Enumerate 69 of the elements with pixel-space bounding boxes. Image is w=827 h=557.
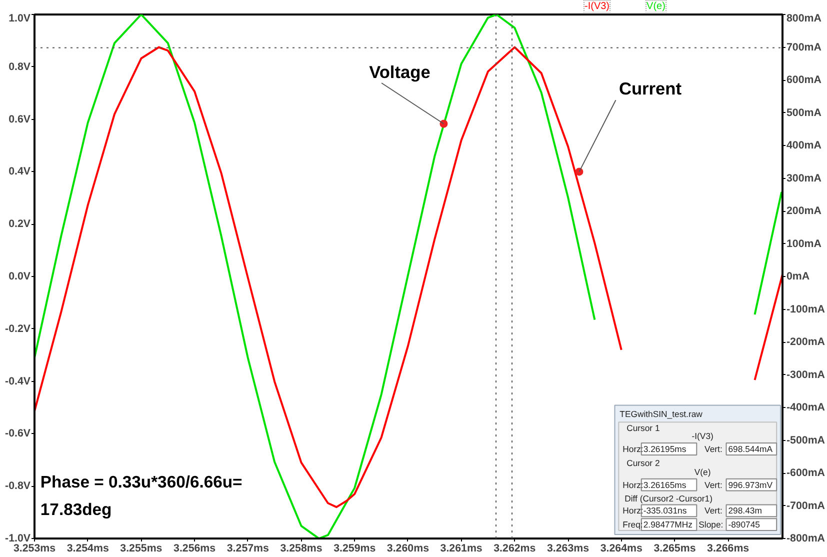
x-tick-label: 3.266ms (707, 542, 750, 554)
y-tick-label: -0.6V (5, 428, 32, 440)
annotation: 3.26195ms (643, 444, 687, 454)
x-tick-label: 3.258ms (280, 542, 322, 554)
annotation: Cursor 1 (626, 423, 660, 434)
x-tick-label: 3.259ms (334, 542, 376, 554)
annotation: Vert: (704, 506, 722, 516)
annotation: Slope: (698, 520, 724, 530)
annotation: -I(V3) (692, 431, 714, 442)
y-tick-label: 1.0V (8, 12, 32, 24)
annotation: 3.26165ms (643, 480, 687, 490)
text: TEGwithSIN_test.raw (620, 409, 704, 420)
annotation: 2.98477MHz (643, 520, 692, 530)
y2-tick-label: 300mA (786, 172, 822, 184)
y-tick-label: 0.4V (8, 166, 32, 178)
y-tick-label: 0.0V (8, 270, 32, 282)
x-tick-label: 3.262ms (494, 542, 536, 554)
y2-tick-label: -500mA (786, 434, 826, 446)
x-tick-label: 3.263ms (546, 542, 590, 554)
x-tick-label: 3.261ms (440, 542, 482, 554)
y2-tick-label: -700mA (786, 500, 826, 512)
x-tick-label: 3.254ms (66, 542, 109, 554)
annotation: 698.544mA (728, 444, 773, 454)
text: V(e) (646, 0, 666, 13)
y-tick-label: -0.4V (5, 375, 32, 388)
annotation: Voltage (369, 62, 431, 82)
annotation: Horz: (622, 444, 644, 454)
y2-tick-label: 100mA (786, 238, 822, 250)
annotation: V(e) (694, 466, 711, 477)
annotation: -335.031ns (643, 506, 688, 516)
y2-tick-label: 700mA (786, 41, 822, 54)
y2-tick-label: 600mA (786, 74, 822, 86)
annotation: Phase = 0.33u*360/6.66u= 17.83deg (40, 472, 243, 520)
x-tick-label: 3.265ms (654, 542, 696, 554)
x-tick-label: 3.256ms (174, 542, 216, 554)
y2-tick-label: -600mA (786, 467, 826, 479)
text: -I(V3) (584, 0, 610, 13)
y2-tick-label: -100mA (786, 303, 826, 316)
annotation: Vert: (704, 480, 722, 490)
x-tick-label: 3.257ms (226, 542, 270, 554)
y2-tick-label: 400mA (786, 140, 822, 152)
y2-tick-label: -400mA (786, 402, 826, 414)
y-tick-label: 0.8V (8, 60, 32, 73)
annotation: 298.43m (728, 506, 762, 516)
y2-tick-label: -800mA (786, 532, 826, 544)
y2-tick-label: 0mA (786, 270, 810, 282)
annotation: -890745 (728, 520, 760, 530)
x-tick-label: 3.253ms (13, 542, 56, 554)
x-tick-label: 3.264ms (600, 542, 642, 554)
y2-tick-label: 800mA (786, 12, 822, 24)
annotation: 996.973mV (728, 480, 773, 490)
x-tick-label: 3.260ms (386, 542, 430, 554)
annotation: Cursor 2 (626, 458, 660, 468)
annotation: Horz: (622, 480, 644, 490)
x-tick-label: 3.255ms (120, 542, 162, 554)
y-tick-label: 0.2V (8, 218, 32, 230)
y-tick-label: -0.2V (5, 322, 32, 335)
y2-tick-label: -200mA (786, 336, 826, 348)
y2-tick-label: 200mA (786, 205, 822, 217)
y2-tick-label: -300mA (786, 368, 826, 381)
annotation: Current (618, 78, 682, 99)
annotation: Vert: (704, 444, 722, 454)
y-tick-label: -0.8V (5, 480, 32, 492)
y2-tick-label: 500mA (786, 106, 822, 119)
y-tick-label: 0.6V (8, 113, 32, 126)
y-tick-label: -1.0V (5, 532, 32, 544)
annotation: Diff (Cursor2 -Cursor1) (624, 494, 713, 504)
annotation: Horz: (622, 506, 644, 516)
annotation: Freq: (622, 520, 643, 530)
